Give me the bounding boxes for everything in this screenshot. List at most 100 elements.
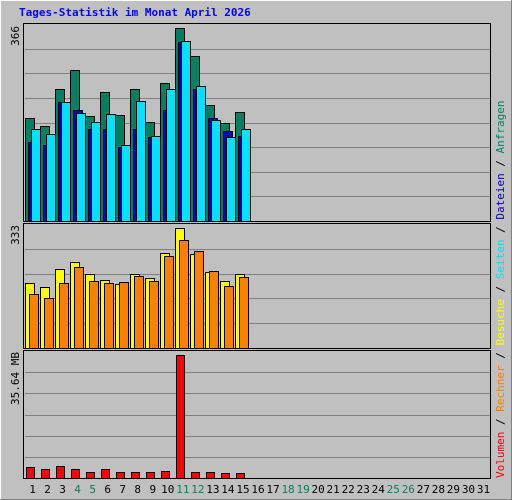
bar-seiten-day-15 <box>241 129 251 222</box>
day-label-5: 5 <box>89 483 96 496</box>
legend-rechner: Rechner <box>494 365 507 412</box>
bar-rechner-day-10 <box>164 256 174 349</box>
legend-sep-5: / <box>494 153 507 173</box>
bar-volumen-day-15 <box>236 473 245 479</box>
chart-title: Tages-Statistik im Monat April 2026 <box>19 6 251 19</box>
bar-volumen-day-2 <box>41 469 50 479</box>
day-label-28: 28 <box>432 483 445 496</box>
bar-rechner-day-14 <box>224 286 234 349</box>
day-label-12: 12 <box>191 483 204 496</box>
day-labels: 1 2 3 4 5 6 7 8 9 10 11 12 13 14 15 16 17 18 19 20 21 22 23 24 2… <box>29 483 490 496</box>
bar-seiten-day-12 <box>196 86 206 222</box>
day-label-21: 21 <box>327 483 340 496</box>
day-label-26: 26 <box>402 483 415 496</box>
bar-volumen-day-7 <box>116 472 125 479</box>
bar-rechner-day-8 <box>134 276 144 349</box>
bar-rechner-day-7 <box>119 282 129 349</box>
bottom-max-label: 35.64 MB <box>9 352 22 405</box>
day-label-30: 30 <box>462 483 475 496</box>
day-label-9: 9 <box>149 483 156 496</box>
bar-seiten-day-9 <box>151 136 161 222</box>
bar-volumen-day-3 <box>56 466 65 479</box>
bar-seiten-day-6 <box>106 114 116 222</box>
bar-volumen-day-1 <box>26 467 35 479</box>
bar-rechner-day-11 <box>179 240 189 349</box>
bar-volumen-day-12 <box>191 472 200 479</box>
legend-sep-4: / <box>494 220 507 240</box>
bar-volumen-day-4 <box>71 469 80 479</box>
day-label-23: 23 <box>357 483 370 496</box>
day-label-27: 27 <box>417 483 430 496</box>
bar-volumen-day-5 <box>86 472 95 479</box>
day-label-19: 19 <box>296 483 309 496</box>
panel-mid-frame <box>23 223 491 349</box>
bar-volumen-day-11 <box>176 355 185 479</box>
bar-rechner-day-3 <box>59 283 69 349</box>
day-label-2: 2 <box>44 483 51 496</box>
bar-seiten-day-13 <box>211 120 221 222</box>
bar-rechner-day-9 <box>149 281 159 349</box>
day-label-24: 24 <box>372 483 386 496</box>
day-label-31: 31 <box>477 483 490 496</box>
bar-seiten-day-8 <box>136 101 146 222</box>
bar-volumen-day-8 <box>131 472 140 479</box>
bar-volumen-day-6 <box>101 469 110 479</box>
bar-rechner-day-12 <box>194 251 204 349</box>
day-label-17: 17 <box>266 483 279 496</box>
bar-seiten-day-10 <box>166 89 176 222</box>
day-label-1: 1 <box>29 483 36 496</box>
day-label-13: 13 <box>206 483 219 496</box>
day-label-7: 7 <box>119 483 126 496</box>
bar-volumen-day-10 <box>161 471 170 479</box>
day-label-8: 8 <box>134 483 141 496</box>
bar-rechner-day-15 <box>239 277 249 349</box>
mid-max-label: 333 <box>9 225 22 245</box>
day-label-22: 22 <box>342 483 355 496</box>
bar-seiten-day-7 <box>121 145 131 222</box>
bar-seiten-day-2 <box>46 134 56 222</box>
side-legend: Volumen / Rechner / Besuche / Seiten / D… <box>494 100 507 478</box>
legend-dateien: Dateien <box>494 173 507 219</box>
legend-sep-3: / <box>494 279 507 299</box>
day-label-25: 25 <box>387 483 400 496</box>
legend-sep-2: / <box>494 346 507 366</box>
bar-seiten-day-14 <box>226 137 236 222</box>
bar-rechner-day-13 <box>209 271 219 349</box>
day-label-16: 16 <box>251 483 264 496</box>
bar-rechner-day-6 <box>104 283 114 349</box>
day-label-29: 29 <box>447 483 460 496</box>
legend-besuche: Besuche <box>494 299 507 345</box>
day-label-15: 15 <box>236 483 249 496</box>
bar-seiten-day-11 <box>181 41 191 222</box>
day-label-6: 6 <box>104 483 111 496</box>
bar-seiten-day-1 <box>31 129 41 222</box>
bar-rechner-day-1 <box>29 294 39 349</box>
day-label-14: 14 <box>221 483 235 496</box>
grid-lines <box>25 49 490 458</box>
bar-seiten-day-3 <box>61 102 71 222</box>
legend-seiten: Seiten <box>494 240 507 280</box>
bar-rechner-day-5 <box>89 281 99 349</box>
bars <box>25 28 251 479</box>
day-label-3: 3 <box>59 483 66 496</box>
bar-rechner-day-4 <box>74 267 84 349</box>
bar-seiten-day-4 <box>76 113 86 222</box>
legend-volumen: Volumen <box>494 432 507 478</box>
bar-seiten-day-5 <box>91 122 101 222</box>
top-max-label: 366 <box>9 26 22 46</box>
day-label-20: 20 <box>312 483 325 496</box>
bar-volumen-day-9 <box>146 472 155 479</box>
legend-anfragen: Anfragen <box>494 100 507 153</box>
day-label-10: 10 <box>161 483 174 496</box>
bar-volumen-day-13 <box>206 472 215 479</box>
day-label-11: 11 <box>176 483 189 496</box>
panel-top-frame <box>23 23 491 222</box>
bar-volumen-day-14 <box>221 473 230 479</box>
bar-rechner-day-2 <box>44 298 54 349</box>
legend-sep-1: / <box>494 412 507 432</box>
day-label-18: 18 <box>281 483 294 496</box>
panel-bottom-frame <box>23 350 491 479</box>
day-label-4: 4 <box>74 483 81 496</box>
